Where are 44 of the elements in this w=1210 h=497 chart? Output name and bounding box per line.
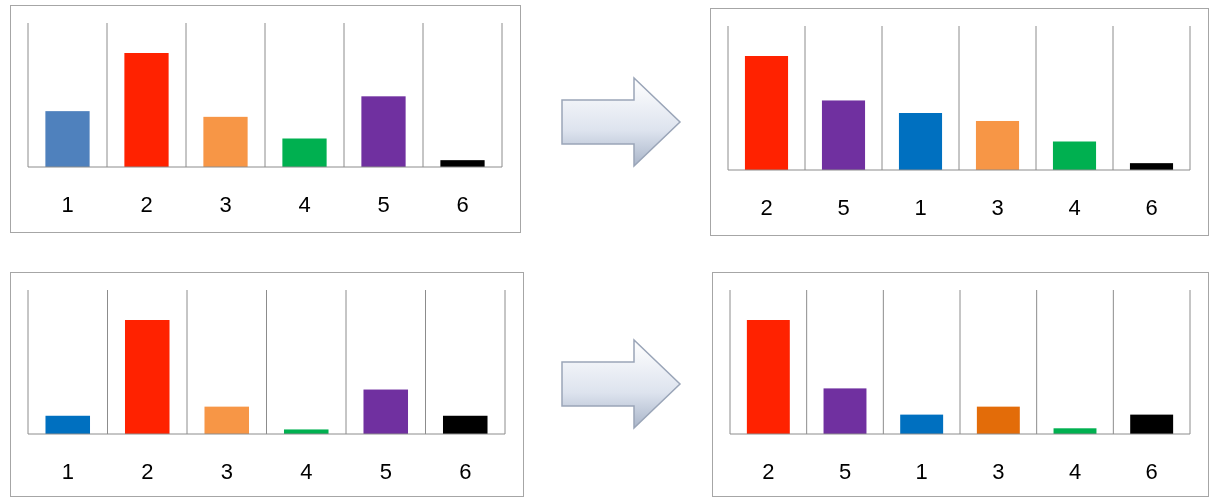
- x-tick-label: 6: [456, 192, 469, 217]
- bar: [124, 53, 169, 167]
- bar: [363, 389, 409, 434]
- x-tick-label: 3: [219, 192, 232, 217]
- bar: [975, 120, 1020, 170]
- x-tick-label: 2: [762, 459, 775, 484]
- bar: [821, 100, 866, 170]
- bar: [746, 320, 790, 434]
- x-tick-label: 1: [914, 195, 927, 220]
- x-tick-label: 2: [141, 459, 154, 484]
- x-tick-label: 5: [377, 192, 390, 217]
- x-tick-label: 4: [1068, 195, 1081, 220]
- bar: [823, 388, 867, 434]
- x-tick-label: 3: [992, 459, 1005, 484]
- x-tick-label: 1: [61, 192, 74, 217]
- x-tick-label: 5: [379, 459, 392, 484]
- bar: [45, 415, 91, 434]
- x-tick-label: 2: [760, 195, 773, 220]
- x-tick-label: 3: [220, 459, 233, 484]
- bar: [45, 111, 90, 167]
- bar: [282, 138, 327, 167]
- x-tick-label: 2: [140, 192, 153, 217]
- bar: [361, 96, 406, 167]
- bar: [204, 406, 250, 434]
- bar: [976, 406, 1020, 434]
- bar: [203, 116, 248, 167]
- bar: [1130, 414, 1174, 434]
- x-tick-label: 6: [1145, 459, 1158, 484]
- x-tick-label: 1: [61, 459, 74, 484]
- bar: [1052, 141, 1097, 170]
- x-tick-label: 5: [837, 195, 850, 220]
- x-tick-label: 4: [1068, 459, 1082, 484]
- bar: [124, 320, 170, 434]
- x-tick-label: 5: [838, 459, 852, 484]
- bar: [900, 414, 944, 434]
- x-tick-label: 1: [915, 459, 928, 484]
- x-tick-label: 4: [298, 192, 311, 217]
- bar: [898, 113, 943, 170]
- x-tick-label: 6: [1145, 195, 1158, 220]
- bar: [744, 56, 789, 170]
- bar: [442, 415, 488, 434]
- x-tick-label: 4: [300, 459, 313, 484]
- x-tick-label: 3: [991, 195, 1004, 220]
- x-tick-label: 6: [459, 459, 472, 484]
